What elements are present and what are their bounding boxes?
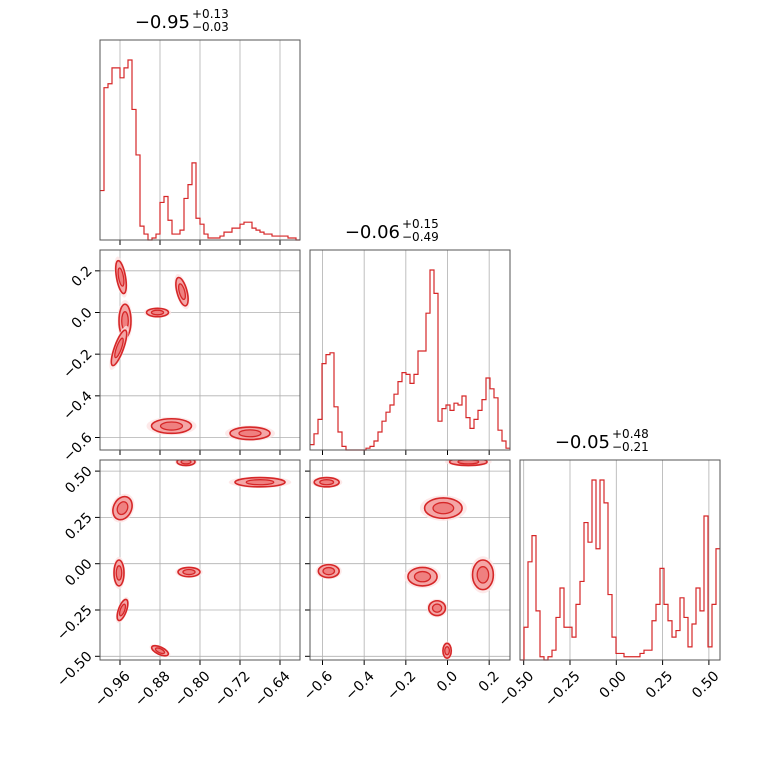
param-title-plus: +0.48 <box>612 427 649 441</box>
param-title-median: −0.95 <box>135 12 190 33</box>
param-title-median: −0.05 <box>555 432 610 453</box>
contour-frame-2 <box>99 459 301 661</box>
x-tick-label: −0.80 <box>172 668 214 710</box>
histogram-frame-2 <box>309 249 511 451</box>
contour-inner <box>117 267 125 287</box>
x-tick-label: −0.96 <box>92 668 134 710</box>
histogram-frame-1 <box>99 39 301 241</box>
contour-inner <box>150 309 165 316</box>
histogram-param-1 <box>100 59 300 241</box>
x-tick-label: −0.50 <box>496 668 538 710</box>
contour-inner <box>322 566 336 576</box>
x-tick-label: −0.2 <box>384 668 419 703</box>
y-tick-label: 0.0 <box>69 305 96 332</box>
contour-inner <box>177 283 187 301</box>
y-tick-label: −0.2 <box>60 347 95 382</box>
y-tick-label: 0.00 <box>62 556 95 589</box>
y-tick-label: 0.50 <box>62 463 95 496</box>
contour-inner <box>114 337 124 359</box>
contour-inner <box>319 479 335 486</box>
x-tick-label: −0.88 <box>132 668 174 710</box>
contour-inner <box>154 647 166 655</box>
param-title-minus: −0.03 <box>192 20 229 34</box>
contour-inner <box>182 568 196 576</box>
param-title-minus: −0.49 <box>402 230 439 244</box>
x-tick-label: −0.64 <box>252 668 294 710</box>
contour-inner <box>115 565 123 581</box>
x-tick-label: 0.50 <box>689 668 722 701</box>
y-tick-label: −0.4 <box>60 388 95 423</box>
contour-inner <box>476 566 490 584</box>
param-title-minus: −0.21 <box>612 440 649 454</box>
y-tick-label: −0.50 <box>54 649 96 691</box>
contour-inner <box>238 429 262 438</box>
contour-inner <box>432 501 455 515</box>
x-tick-label: −0.6 <box>301 668 336 703</box>
contour-inner <box>457 460 480 465</box>
y-tick-label: 0.2 <box>69 263 96 290</box>
contour-inner <box>118 603 127 617</box>
x-tick-label: 0.2 <box>476 668 503 695</box>
param-title-median: −0.06 <box>345 222 400 243</box>
x-tick-label: −0.4 <box>342 668 377 703</box>
param-title-plus: +0.15 <box>402 217 439 231</box>
contour-frame-1 <box>99 249 301 451</box>
contour-inner <box>116 501 129 516</box>
y-tick-label: −0.25 <box>54 602 96 644</box>
histogram-param-2 <box>310 269 510 451</box>
contour-inner <box>159 421 184 431</box>
x-tick-label: −0.72 <box>212 668 254 710</box>
x-tick-label: −0.25 <box>542 668 584 710</box>
x-tick-label: 0.0 <box>434 668 461 695</box>
contour-inner <box>444 646 451 656</box>
contour-inner <box>431 603 443 613</box>
histogram-frame-3 <box>519 459 721 661</box>
x-tick-label: 0.25 <box>643 668 676 701</box>
contour-inner <box>245 479 275 486</box>
histogram-param-3 <box>520 479 720 661</box>
x-tick-label: 0.00 <box>597 668 630 701</box>
contour-frame-3 <box>309 459 511 661</box>
contour-inner <box>413 570 432 583</box>
y-tick-label: −0.6 <box>60 430 95 465</box>
contour-inner <box>180 460 192 465</box>
param-title-plus: +0.13 <box>192 7 229 21</box>
y-tick-label: 0.25 <box>62 510 95 543</box>
